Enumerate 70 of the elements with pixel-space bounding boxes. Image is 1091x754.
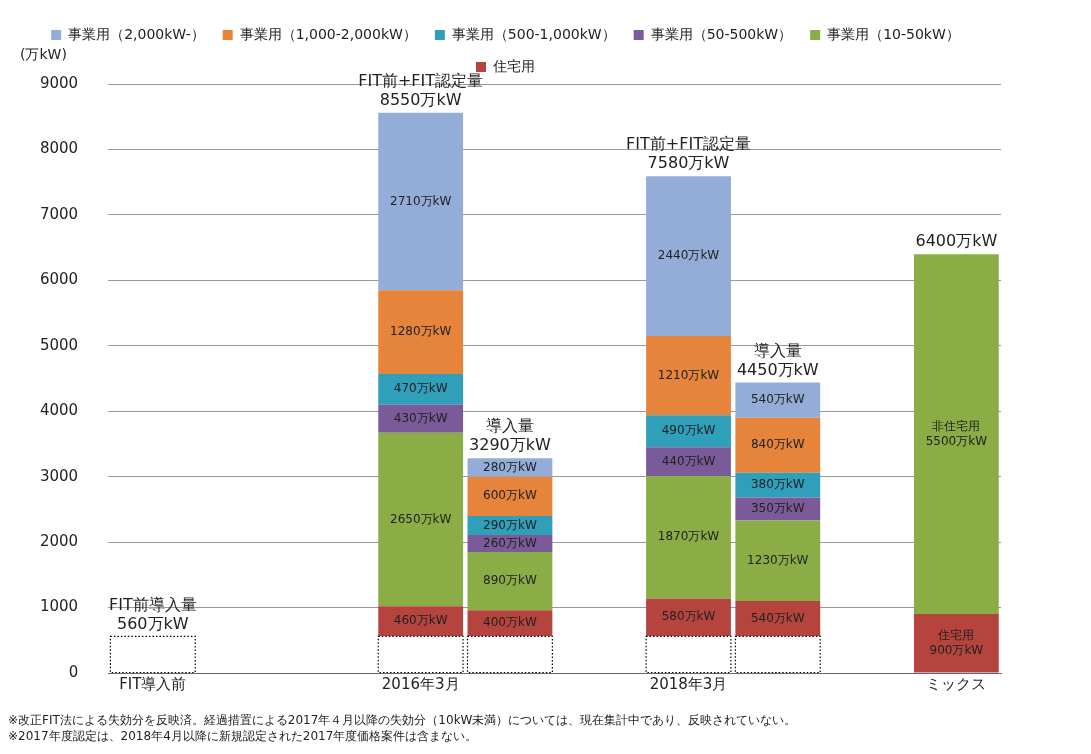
legend-label: 住宅用 xyxy=(492,57,535,74)
data-label: 1210万kW xyxy=(657,367,720,382)
data-label: 400万kW xyxy=(483,615,537,630)
total-label: FIT前+FIT認定量 7580万kW xyxy=(626,134,751,173)
data-label: 580万kW xyxy=(661,609,716,624)
bar xyxy=(735,520,821,602)
data-label: 380万kW xyxy=(750,477,805,492)
y-tick-label: 7000 xyxy=(39,204,79,223)
data-label: 1870万kW xyxy=(657,529,720,544)
bar xyxy=(378,290,464,374)
total-label: 導入量 3290万kW xyxy=(469,416,552,455)
bar xyxy=(646,476,731,599)
bar xyxy=(646,598,731,637)
bar xyxy=(378,373,464,405)
data-label: 350万kW xyxy=(750,501,805,516)
total-label: FIT前導入量 560万kW xyxy=(108,594,197,633)
data-label: 840万kW xyxy=(750,437,805,452)
bar xyxy=(378,432,464,607)
data-label: 470万kW xyxy=(393,381,448,396)
data-label: 1280万kW xyxy=(389,324,452,339)
data-label: 290万kW xyxy=(483,517,537,532)
data-label: 890万kW xyxy=(483,573,537,588)
legend-label: 事業用（10-50kW） xyxy=(827,25,960,42)
y-tick-label: 2000 xyxy=(39,532,79,550)
y-tick-label: 6000 xyxy=(39,270,79,289)
data-label: 540万kW xyxy=(750,610,805,625)
bar xyxy=(646,176,731,336)
data-label: 1230万kW xyxy=(747,552,809,567)
data-label: 2650万kW xyxy=(389,511,452,526)
data-label: 260万kW xyxy=(483,535,537,550)
text: ※改正FIT法による失効分を反映済。経過措置による2017年４月以降の失効分（10kW未満）については、現在集計中であり、反映されていない。 xyxy=(8,712,798,728)
data-label: 非住宅用 5500万kW xyxy=(925,418,988,448)
y-tick-label: 0 xyxy=(68,662,79,681)
x-tick-label: 2016年3月 xyxy=(381,674,460,693)
data-label: 住宅用 900万kW xyxy=(929,627,984,657)
bar xyxy=(378,112,464,291)
y-tick-label: 1000 xyxy=(39,597,79,616)
data-label: 280万kW xyxy=(483,459,537,474)
bar xyxy=(735,601,821,637)
bar xyxy=(735,417,821,473)
data-label: 2710万kW xyxy=(389,193,452,208)
data-label: 600万kW xyxy=(483,488,537,503)
legend-label: 事業用（2,000kW-） xyxy=(68,25,205,42)
y-tick-label: 8000 xyxy=(39,139,79,158)
y-tick-label: 9000 xyxy=(39,73,79,92)
x-tick-label: FIT導入前 xyxy=(119,674,187,693)
y-tick-label: 4000 xyxy=(39,401,79,420)
data-label: 540万kW xyxy=(750,392,805,407)
text: ※2017年度認定は、2018年4月以降に新規認定された2017年度価格案件は含まない。 xyxy=(8,728,479,744)
bar xyxy=(467,551,553,611)
legend-label: 事業用（1,000-2,000kW） xyxy=(239,25,417,42)
y-tick-label: 5000 xyxy=(39,335,79,354)
data-label: 2440万kW xyxy=(657,248,720,263)
x-tick-label: 2018年3月 xyxy=(649,674,728,693)
total-label: FIT前+FIT認定量 8550万kW xyxy=(358,70,484,109)
data-label: 430万kW xyxy=(393,410,448,425)
y-axis-title: (万kW) xyxy=(20,45,67,62)
y-tick-label: 3000 xyxy=(39,466,79,485)
data-label: 460万kW xyxy=(393,613,448,628)
legend-label: 事業用（500-1,000kW） xyxy=(451,25,616,42)
bar xyxy=(646,335,731,416)
bar xyxy=(913,614,999,673)
legend-label: 事業用（50-500kW） xyxy=(650,25,793,42)
total-label: 導入量 4450万kW xyxy=(736,340,819,379)
data-label: 440万kW xyxy=(661,453,716,468)
bar xyxy=(735,382,821,418)
x-tick-label: ミックス xyxy=(926,674,987,693)
data-label: 490万kW xyxy=(661,423,716,438)
bar xyxy=(913,254,999,615)
total-label: 6400万kW xyxy=(915,231,998,251)
